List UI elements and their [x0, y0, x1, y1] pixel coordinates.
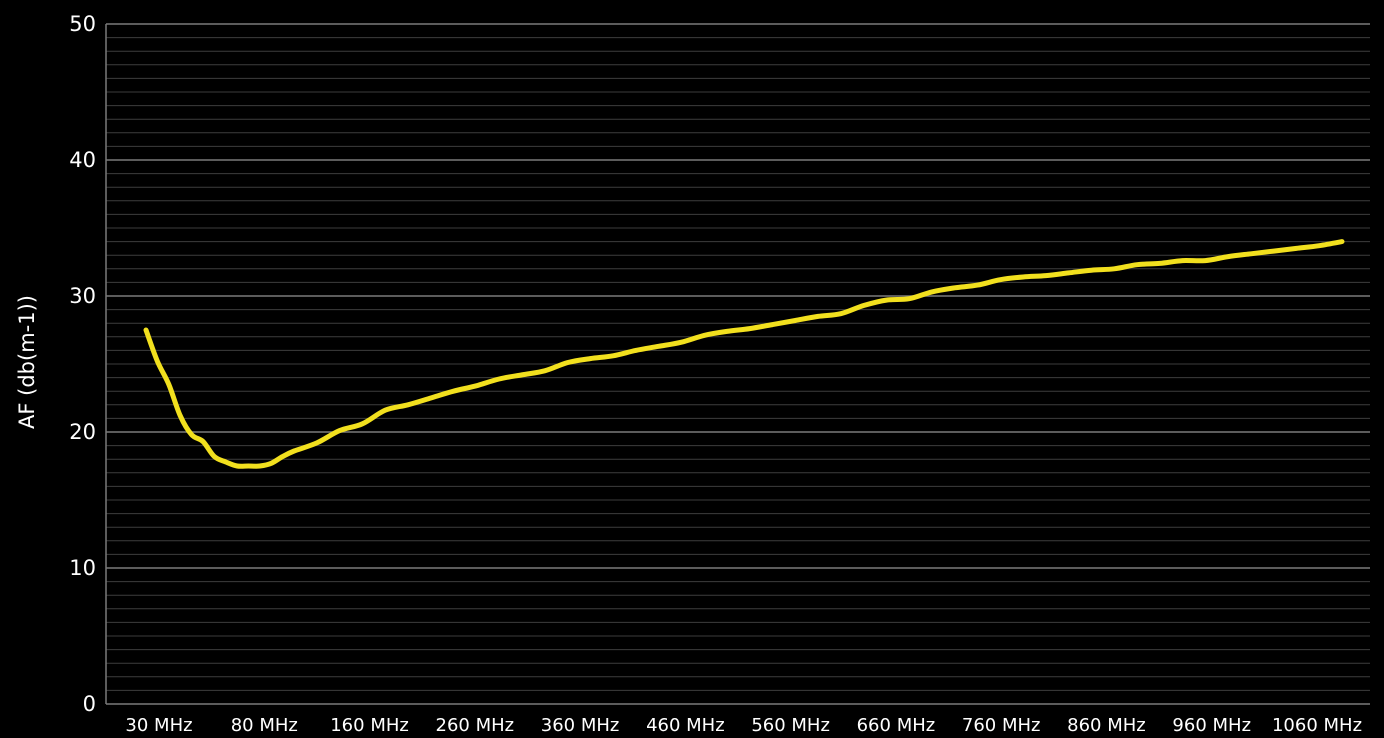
x-tick-label: 1060 MHz	[1272, 715, 1362, 736]
x-tick-label: 860 MHz	[1067, 715, 1146, 736]
x-tick-label: 360 MHz	[541, 715, 620, 736]
x-tick-label: 80 MHz	[231, 715, 298, 736]
x-tick-label: 560 MHz	[751, 715, 830, 736]
y-tick-label: 0	[83, 692, 96, 716]
y-tick-label: 10	[69, 556, 96, 580]
x-tick-label: 30 MHz	[125, 715, 192, 736]
minor-gridlines	[106, 37, 1370, 691]
y-axis-title: AF (db(m-1))	[15, 295, 39, 429]
x-tick-label: 660 MHz	[857, 715, 936, 736]
x-tick-label: 460 MHz	[646, 715, 725, 736]
x-tick-label: 760 MHz	[962, 715, 1041, 736]
major-gridlines	[105, 23, 1370, 705]
y-axis-ticks: 0 10 20 30 40 50	[69, 12, 96, 716]
y-tick-label: 30	[69, 284, 96, 308]
x-axis-ticks: 30 MHz 80 MHz 160 MHz 260 MHz 360 MHz 460 MHz…	[125, 715, 1362, 736]
x-tick-label: 260 MHz	[436, 715, 515, 736]
x-tick-label: 960 MHz	[1172, 715, 1251, 736]
y-tick-label: 20	[69, 420, 96, 444]
series-line	[143, 239, 1345, 469]
y-tick-label: 50	[69, 12, 96, 36]
series-layer	[143, 239, 1345, 469]
y-tick-label: 40	[69, 148, 96, 172]
x-tick-label: 160 MHz	[330, 715, 409, 736]
